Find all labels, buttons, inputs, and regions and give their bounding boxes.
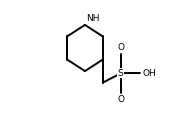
Text: O: O: [117, 95, 124, 104]
Text: OH: OH: [142, 69, 156, 78]
Text: S: S: [118, 69, 123, 78]
Text: NH: NH: [86, 14, 100, 23]
Text: O: O: [117, 43, 124, 52]
